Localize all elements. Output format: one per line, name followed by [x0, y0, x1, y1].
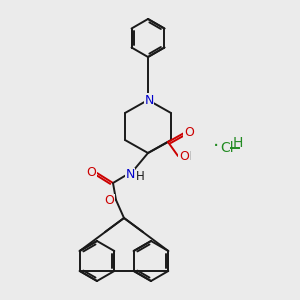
Text: H: H — [136, 170, 144, 184]
Text: O: O — [86, 166, 96, 178]
Text: O: O — [104, 194, 114, 208]
Text: N: N — [125, 169, 135, 182]
Text: H: H — [233, 136, 243, 150]
Text: H: H — [181, 151, 191, 164]
Text: ·: · — [213, 136, 219, 155]
Text: O: O — [179, 151, 189, 164]
Text: N: N — [144, 94, 154, 106]
Text: O: O — [184, 125, 194, 139]
Text: Cl: Cl — [220, 141, 234, 155]
